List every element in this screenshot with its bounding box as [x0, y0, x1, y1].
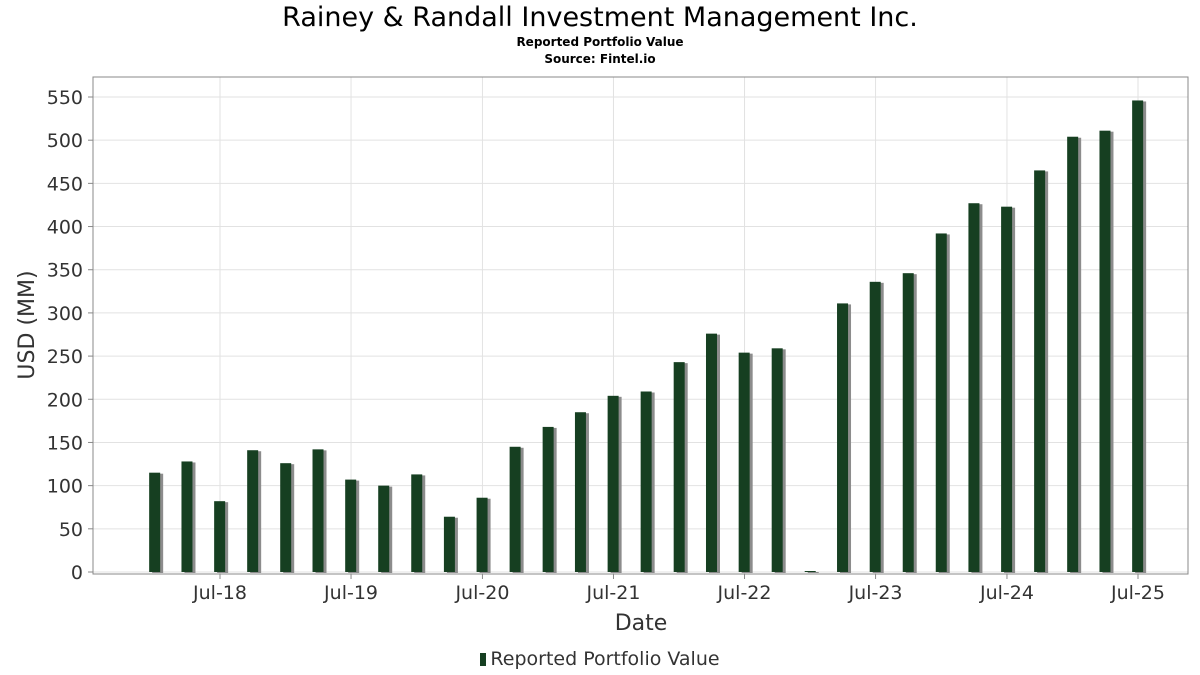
- x-tick-label: Jul-22: [717, 582, 772, 604]
- bar: [214, 501, 226, 572]
- chart-source: Source: Fintel.io: [544, 52, 656, 66]
- x-tick-label: Jul-25: [1110, 582, 1165, 604]
- bar: [542, 426, 554, 572]
- bar: [476, 497, 488, 572]
- bar: [804, 571, 816, 572]
- bar: [509, 446, 521, 572]
- bar: [280, 463, 292, 572]
- bar: [443, 516, 455, 572]
- bar: [411, 474, 423, 572]
- bar: [1001, 206, 1013, 572]
- bar: [640, 391, 652, 572]
- bar: [673, 362, 685, 572]
- bar: [247, 450, 259, 572]
- y-tick-label: 400: [47, 217, 83, 239]
- bars-group: [149, 100, 1147, 574]
- plot-area-frame: [92, 76, 1189, 575]
- bar: [968, 203, 980, 572]
- bar: [935, 233, 947, 573]
- bar: [149, 472, 161, 572]
- y-tick-label: 550: [47, 87, 83, 109]
- y-tick-label: 150: [47, 432, 83, 454]
- bar: [902, 273, 914, 572]
- bar-shadow: [807, 572, 819, 573]
- legend-swatch: [480, 653, 487, 666]
- y-tick-label: 50: [59, 519, 83, 541]
- x-axis-label: Date: [615, 611, 668, 636]
- bar: [837, 303, 849, 572]
- y-tick-label: 350: [47, 260, 83, 282]
- bar: [1132, 100, 1144, 573]
- bar: [705, 333, 717, 572]
- bar: [771, 348, 783, 572]
- chart-title: Rainey & Randall Investment Management I…: [282, 2, 918, 33]
- y-tick-label: 0: [71, 562, 83, 584]
- bar: [1067, 136, 1079, 572]
- legend-label: Reported Portfolio Value: [490, 648, 720, 670]
- y-tick-label: 300: [47, 303, 83, 325]
- x-tick-label: Jul-24: [979, 582, 1034, 604]
- bar: [345, 479, 357, 572]
- chart-subtitle: Reported Portfolio Value: [516, 35, 684, 49]
- x-tick-label: Jul-18: [192, 582, 247, 604]
- x-tick-label: Jul-21: [585, 582, 640, 604]
- y-tick-label: 250: [47, 346, 83, 368]
- y-tick-label: 100: [47, 476, 83, 498]
- x-axis-ticks: Jul-18 Jul-19 Jul-20 Jul-21 Jul-22 Jul-23 Jul-…: [192, 574, 1165, 604]
- y-tick-label: 200: [47, 389, 83, 411]
- bar: [312, 449, 324, 572]
- bar: [574, 412, 586, 572]
- y-tick-label: 450: [47, 173, 83, 195]
- bar: [378, 485, 390, 572]
- x-tick-label: Jul-20: [454, 582, 509, 604]
- x-tick-label: Jul-23: [848, 582, 903, 604]
- y-axis-ticks: 0 50 100 150 200 250 300 350 400 450 500 550: [47, 87, 93, 584]
- bar: [738, 352, 750, 572]
- legend: Reported Portfolio Value: [0, 648, 1200, 670]
- bar: [607, 395, 619, 572]
- bar: [1034, 170, 1046, 572]
- bar: [1099, 130, 1111, 572]
- y-axis-label: USD (MM): [15, 270, 40, 379]
- y-tick-label: 500: [47, 130, 83, 152]
- bar: [869, 281, 881, 572]
- x-tick-label: Jul-19: [323, 582, 378, 604]
- bar: [181, 461, 193, 572]
